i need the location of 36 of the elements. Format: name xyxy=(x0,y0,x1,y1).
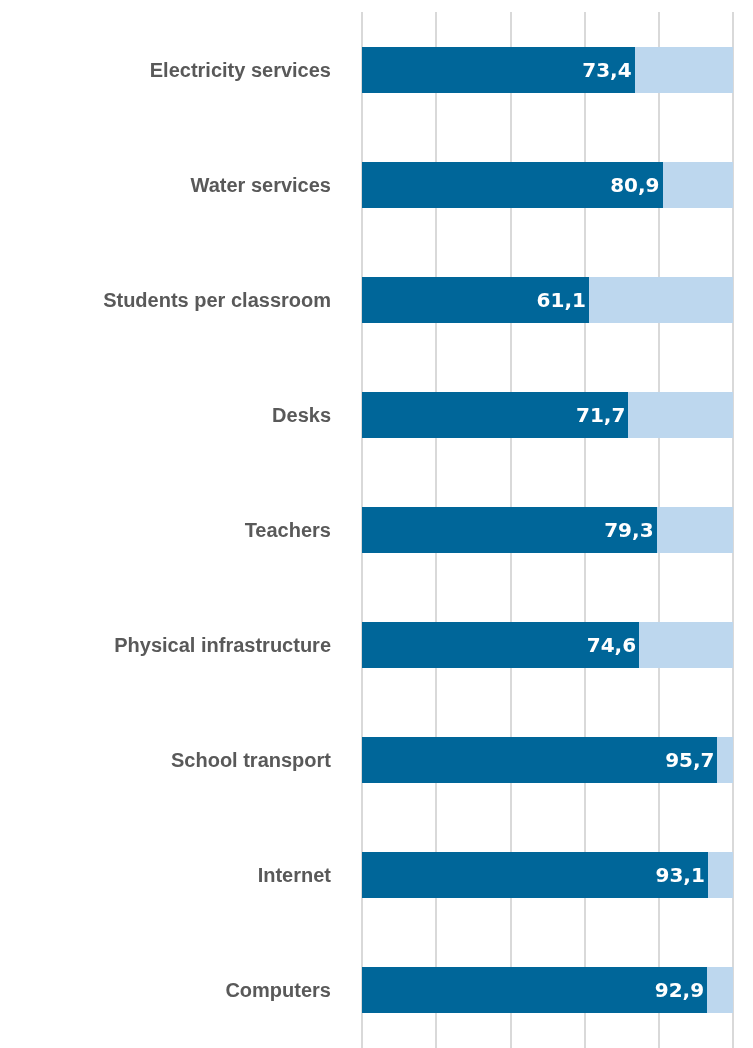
data-label: 79,3 xyxy=(604,518,654,542)
y-tick-label: Internet xyxy=(257,864,332,887)
bar xyxy=(634,46,734,93)
data-label: 93,1 xyxy=(655,863,705,888)
bar xyxy=(362,622,640,669)
bar xyxy=(717,737,734,784)
bar xyxy=(639,622,734,669)
bar xyxy=(362,506,657,554)
bar xyxy=(362,161,663,208)
data-label: 61,1 xyxy=(536,287,586,312)
y-tick-label: Desks xyxy=(272,403,331,426)
bar xyxy=(362,737,718,784)
bar xyxy=(707,852,734,899)
data-label: 71,7 xyxy=(575,402,626,427)
bar xyxy=(662,161,734,208)
bar xyxy=(362,276,589,323)
y-tick-label: Physical infrastructure xyxy=(114,634,331,657)
bar xyxy=(588,276,734,323)
bar xyxy=(362,391,629,438)
bar xyxy=(362,967,708,1014)
y-tick-label: Teachers xyxy=(244,519,331,541)
data-label: 73,4 xyxy=(582,57,632,82)
y-tick-label: Electricity services xyxy=(149,58,331,81)
y-tick-label: Water services xyxy=(190,173,331,196)
data-label: 92,9 xyxy=(654,978,705,1003)
bar xyxy=(362,46,635,93)
data-label: 95,7 xyxy=(665,748,715,773)
y-tick-label: School transport xyxy=(170,749,332,772)
y-tick-label: Computers xyxy=(225,979,331,1002)
bar xyxy=(656,506,734,554)
bar xyxy=(628,391,734,438)
data-label: 74,6 xyxy=(586,633,637,658)
y-tick-label: Students per classroom xyxy=(103,288,331,311)
bar xyxy=(707,967,734,1014)
data-label: 80,9 xyxy=(610,172,660,197)
bar xyxy=(362,852,708,899)
